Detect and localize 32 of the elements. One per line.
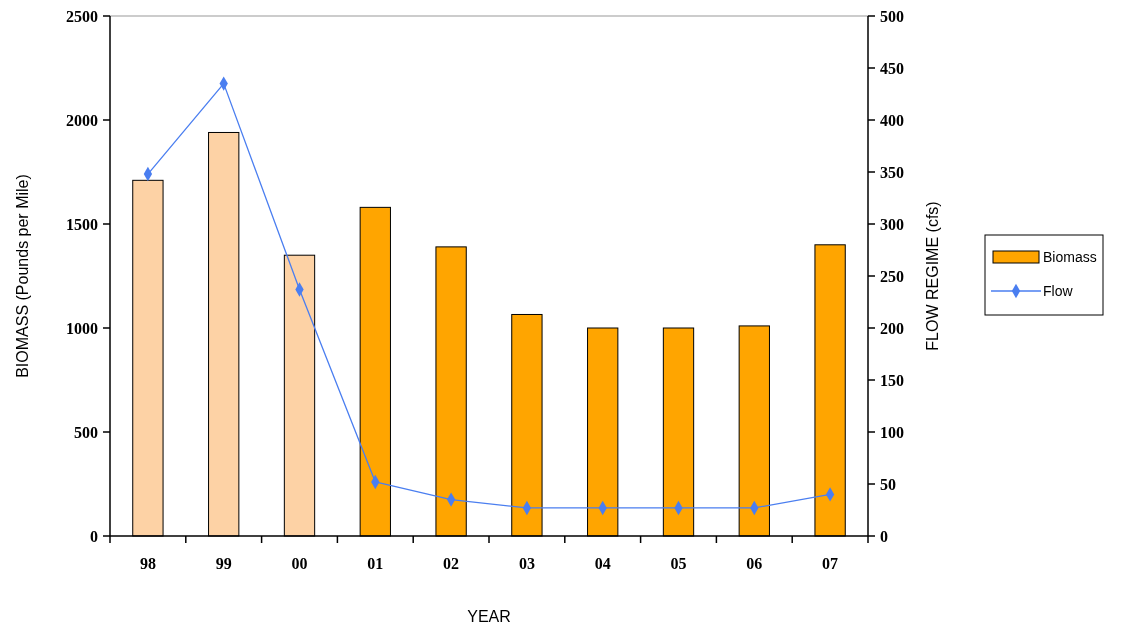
y2-tick-label: 500	[880, 7, 904, 25]
y-tick-label: 2500	[66, 7, 98, 25]
x-tick-label: 05	[670, 555, 687, 572]
x-tick-label: 01	[367, 555, 384, 572]
y2-tick-label: 150	[880, 371, 904, 389]
y2-tick-label: 250	[880, 267, 904, 285]
x-axis-title: YEAR	[467, 608, 511, 625]
x-tick-label: 03	[518, 555, 535, 572]
y2-tick-label: 50	[880, 475, 896, 493]
y-tick-label: 0	[90, 527, 98, 545]
x-tick-label: 04	[594, 555, 611, 572]
y2-tick-label: 100	[880, 423, 904, 441]
y-tick-label: 2000	[66, 111, 98, 129]
y2-tick-label: 350	[880, 163, 904, 181]
y-axis-title: BIOMASS (Pounds per Mile)	[14, 174, 31, 378]
legend-label: Flow	[1043, 282, 1074, 299]
y-tick-label: 1500	[66, 215, 98, 233]
y2-tick-label: 400	[880, 111, 904, 129]
x-tick-label: 98	[139, 555, 156, 572]
y-tick-label: 1000	[66, 319, 98, 337]
x-tick-label: 00	[291, 555, 308, 572]
y2-axis-title: FLOW REGIME (cfs)	[924, 201, 941, 351]
x-tick-label: 07	[822, 555, 839, 572]
y2-tick-label: 450	[880, 59, 904, 77]
y2-tick-label: 0	[880, 527, 888, 545]
x-tick-label: 06	[746, 555, 763, 572]
x-tick-label: 02	[443, 555, 460, 572]
y-tick-label: 500	[74, 423, 98, 441]
y2-tick-label: 200	[880, 319, 904, 337]
legend-label: Biomass	[1043, 248, 1097, 265]
y2-tick-label: 300	[880, 215, 904, 233]
x-tick-label: 99	[215, 555, 232, 572]
